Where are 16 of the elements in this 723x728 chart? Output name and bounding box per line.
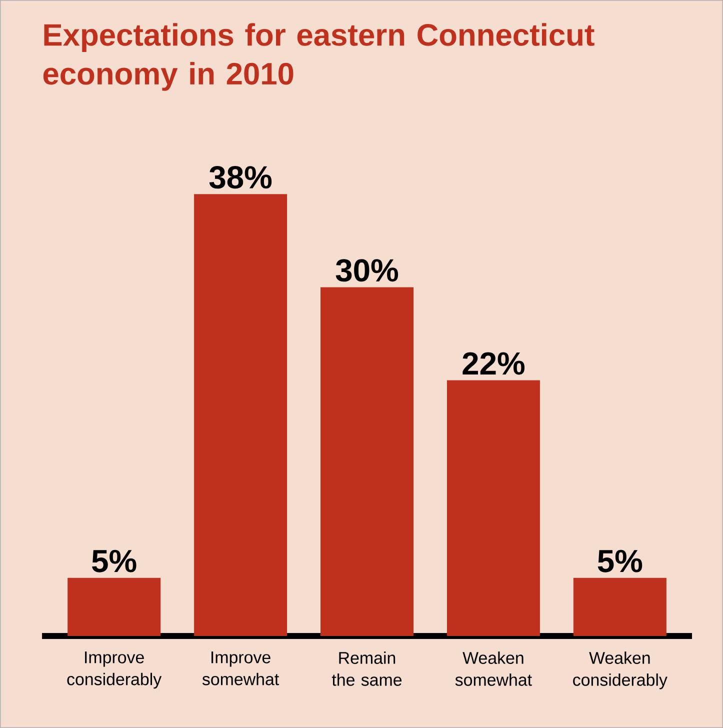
data-label: 5% — [598, 550, 642, 572]
x-tick-label: Improve considerably — [67, 652, 162, 689]
bar — [194, 194, 288, 636]
x-tick-label: Remain the same — [332, 652, 402, 686]
data-label: 38% — [209, 166, 272, 189]
x-tick-label: Improve somewhat — [202, 652, 279, 686]
x-tick-label: Weaken somewhat — [455, 652, 532, 686]
bar — [68, 578, 161, 636]
bar — [573, 578, 666, 636]
x-tick-label: Weaken considerably — [573, 652, 668, 690]
chart-title: Expectations for eastern Connecticut economy in 2010 — [43, 23, 594, 91]
bar — [446, 380, 540, 636]
bar — [320, 287, 414, 636]
data-label: 22% — [462, 352, 525, 375]
data-label: 5% — [92, 550, 136, 572]
data-label: 30% — [336, 259, 398, 282]
